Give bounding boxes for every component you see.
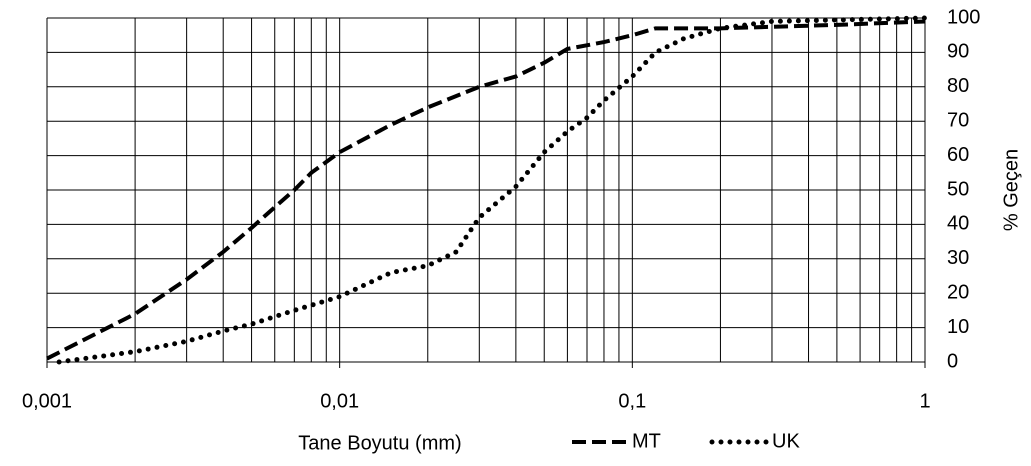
- x-tick-label: 0,01: [320, 390, 359, 412]
- y-tick-label: 40: [947, 213, 969, 235]
- y-axis-title: % Geçen: [1000, 149, 1022, 231]
- legend-label: UK: [772, 430, 800, 452]
- y-tick-label: 20: [947, 281, 969, 303]
- y-tick-label: 50: [947, 178, 969, 200]
- series-line: [56, 15, 928, 365]
- x-tick-label: 1: [919, 390, 930, 412]
- y-tick-label: 0: [947, 350, 958, 372]
- x-axis-title: Tane Boyutu (mm): [298, 432, 461, 454]
- series-line: [46, 19, 926, 361]
- y-tick-label: 10: [947, 316, 969, 338]
- y-tick-label: 60: [947, 144, 969, 166]
- x-tick-label: 0,001: [22, 390, 72, 412]
- y-tick-label: 100: [947, 6, 980, 28]
- y-tick-label: 70: [947, 109, 969, 131]
- legend-label: MT: [632, 430, 661, 452]
- x-tick-label: 0,1: [618, 390, 646, 412]
- y-tick-label: 30: [947, 247, 969, 269]
- y-tick-label: 90: [947, 41, 969, 63]
- y-tick-label: 80: [947, 75, 969, 97]
